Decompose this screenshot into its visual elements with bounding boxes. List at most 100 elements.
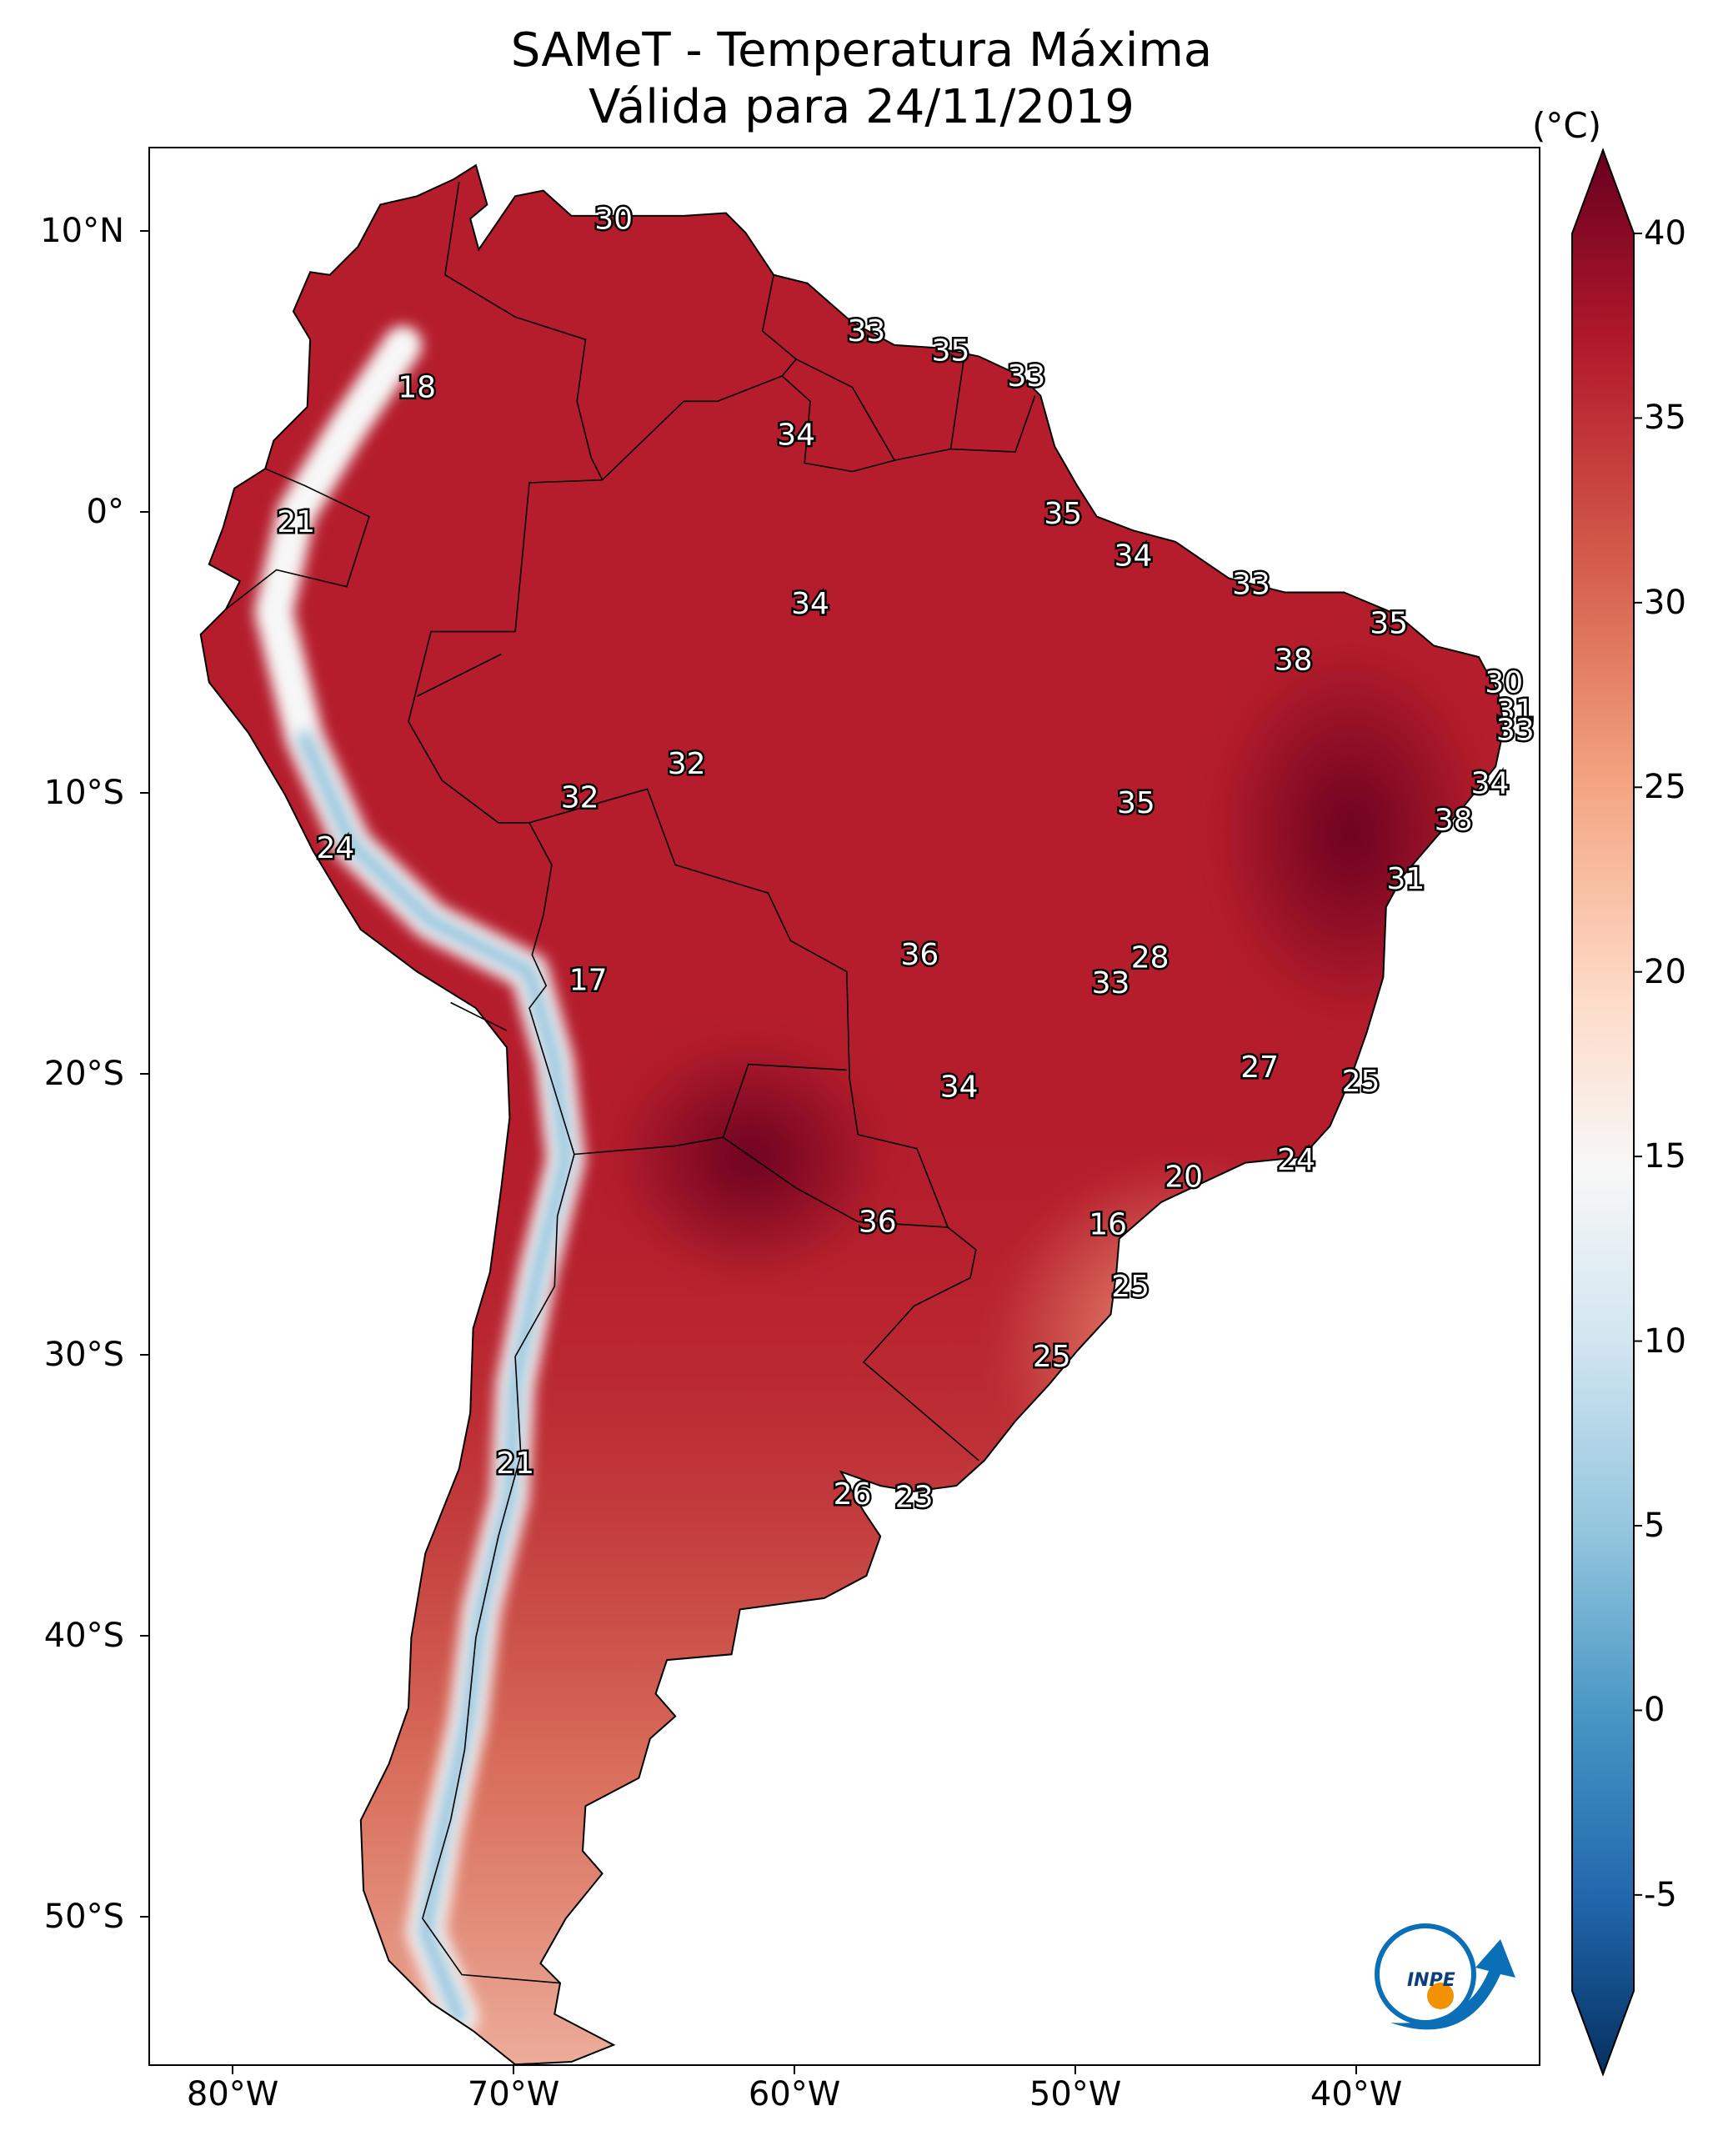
map-frame: 30 18 33 35 33 34 21 35 34 33 34 35 38 30 31 33 34 38 31 32…: [148, 147, 1540, 2066]
logo-arrow-icon: [1390, 1939, 1515, 2030]
latitude-label: 0°: [86, 493, 124, 532]
border-line: [416, 653, 502, 697]
border-line: [528, 822, 575, 1155]
latitude-tick: [140, 511, 148, 514]
map-subtitle: Válida para 24/11/2019: [589, 80, 1134, 134]
longitude-label: 60°W: [748, 2075, 841, 2113]
contour-label: 25: [1111, 1270, 1150, 1304]
latitude-label: 20°S: [43, 1055, 124, 1094]
border-line: [528, 788, 859, 1136]
latitude-tick: [140, 1916, 148, 1918]
andes-blue: [296, 730, 574, 2026]
inpe-logo: INPE: [1375, 1923, 1515, 2030]
contour-label: 28: [1131, 941, 1170, 975]
longitude-label: 70°W: [467, 2075, 560, 2113]
contour-label: 34: [791, 587, 829, 621]
contour-label: 32: [561, 781, 599, 815]
colorbar-label: 35: [1644, 399, 1686, 438]
longitude-tick: [513, 2066, 515, 2074]
warm-south-brazil: [900, 1449, 1217, 1782]
contour-label: 33: [1092, 966, 1130, 1000]
contour-label: 33: [1496, 714, 1535, 748]
latitude-tick: [140, 1073, 148, 1075]
colorbar-body: [1571, 148, 1635, 2077]
contour-label: 36: [900, 938, 939, 972]
longitude-label: 80°W: [186, 2075, 279, 2113]
contour-label: 36: [859, 1205, 897, 1239]
contour-label: 17: [569, 964, 608, 998]
contour-label: 34: [1114, 539, 1153, 574]
longitude-tick: [1074, 2066, 1077, 2074]
latitude-label: 30°S: [43, 1336, 124, 1375]
contour-label: 21: [496, 1447, 534, 1481]
contour-label: 23: [895, 1481, 934, 1515]
temperature-field: [200, 165, 1505, 2064]
contour-label: 35: [1044, 497, 1082, 531]
latitude-label: 10°S: [43, 774, 124, 813]
colorbar-label: 15: [1644, 1137, 1686, 1176]
latitude-tick: [140, 1354, 148, 1356]
contour-label: 34: [940, 1070, 979, 1105]
coastline: [199, 163, 1505, 2064]
longitude-tick: [794, 2066, 796, 2074]
latitude-label: 10°N: [40, 212, 124, 251]
border-line: [450, 1001, 508, 1031]
border-line: [950, 395, 1036, 453]
border-line: [858, 1134, 979, 1462]
latitude-label: 50°S: [43, 1898, 124, 1937]
border-line: [894, 353, 966, 461]
border-line: [408, 479, 603, 824]
contour-label: 25: [1033, 1340, 1071, 1374]
logo-text: INPE: [1407, 1970, 1455, 1991]
contour-label: 38: [1435, 803, 1473, 837]
latitude-tick: [140, 1635, 148, 1637]
colorbar-unit: (°C): [1532, 105, 1602, 146]
contour-label: 35: [1117, 786, 1155, 820]
longitude-label: 50°W: [1029, 2075, 1122, 2113]
contour-label: 30: [1485, 665, 1523, 699]
colorbar-label: 40: [1644, 214, 1686, 253]
colorbar-label: 25: [1644, 768, 1686, 807]
longitude-tick: [1355, 2066, 1358, 2074]
contour-label: 26: [834, 1477, 872, 1512]
contour-label: 35: [932, 334, 970, 369]
contour-label: 33: [847, 314, 885, 348]
pale-uruguay: [725, 1666, 1042, 1933]
contour-label: 32: [668, 747, 706, 781]
contour-label: 33: [1232, 567, 1270, 601]
colorbar-label: 30: [1644, 583, 1686, 622]
longitude-label: 40°W: [1310, 2075, 1403, 2113]
contour-label: 25: [1342, 1065, 1380, 1099]
colorbar-label: 5: [1644, 1507, 1665, 1545]
contour-label: 24: [1277, 1143, 1315, 1177]
colorbar-label: -5: [1644, 1875, 1677, 1914]
contour-label: 24: [316, 831, 354, 865]
country-borders: [225, 182, 1036, 1984]
contour-label: 30: [594, 202, 633, 236]
contour-label: 31: [1496, 694, 1535, 728]
border-line: [422, 1154, 575, 1984]
contour-label: 21: [277, 505, 315, 539]
contour-label: 16: [1089, 1208, 1127, 1242]
longitude-tick: [232, 2066, 234, 2074]
contour-label: 31: [1386, 862, 1425, 896]
colorbar-label: 10: [1644, 1321, 1686, 1361]
map-title: SAMeT - Temperatura Máxima: [510, 23, 1213, 78]
contour-label: 34: [777, 419, 815, 453]
contour-label: 38: [1275, 643, 1313, 677]
contour-label: 33: [1007, 359, 1045, 394]
latitude-tick: [140, 230, 148, 233]
latitude-tick: [140, 792, 148, 795]
colorbar-ticks: [1634, 233, 1642, 1896]
contour-label: 35: [1370, 607, 1408, 641]
hot-core-chaco: [609, 1032, 892, 1282]
colorbar-label: 0: [1644, 1691, 1665, 1730]
border-line: [781, 358, 896, 473]
border-line: [444, 182, 604, 481]
contour-label: 20: [1165, 1160, 1203, 1194]
border-line: [225, 468, 370, 610]
contour-label: 34: [1471, 767, 1510, 801]
colorbar: [1571, 148, 1642, 2077]
